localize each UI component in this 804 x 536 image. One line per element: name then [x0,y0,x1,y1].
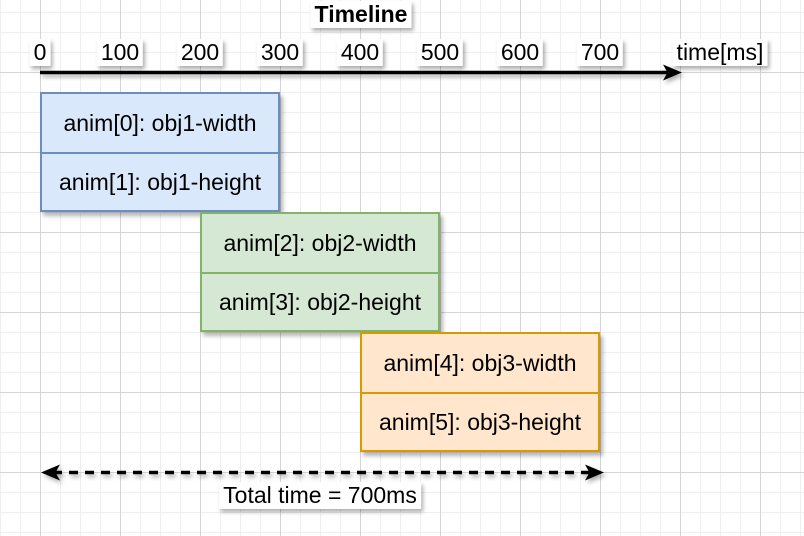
axis-tick-0: 0 [29,39,51,66]
axis-tick-200: 200 [176,39,224,66]
axis-tick-700: 700 [576,39,624,66]
anim-bar-obj3-width: anim[4]: obj3-width [360,332,600,392]
anim-bar-obj1-width: anim[0]: obj1-width [40,92,280,152]
anim-bar-label: anim[4]: obj3-width [383,349,577,376]
time-axis [40,64,682,81]
total-time-label: Total time = 700ms [219,482,421,509]
axis-tick-400: 400 [336,39,384,66]
axis-tick-300: 300 [256,39,304,66]
anim-bar-obj1-height: anim[1]: obj1-height [40,152,280,212]
axis-tick-500: 500 [416,39,464,66]
right-arrowhead-icon [585,464,604,481]
anim-bar-obj2-height: anim[3]: obj2-height [200,272,440,332]
axis-tick-100: 100 [96,39,144,66]
diagram-title: Timeline [310,1,412,28]
anim-bar-label: anim[5]: obj3-height [378,408,581,435]
axis-arrowhead-icon [663,64,682,81]
axis-tick-600: 600 [496,39,544,66]
anim-bar-label: anim[3]: obj2-height [218,288,421,315]
axis-unit-label: time[ms] [672,39,768,66]
left-arrowhead-icon [41,464,60,481]
anim-bar-obj3-height: anim[5]: obj3-height [360,392,600,452]
total-time-arrow [41,464,604,481]
anim-bar-label: anim[1]: obj1-height [58,168,261,195]
anim-bar-obj2-width: anim[2]: obj2-width [200,212,440,272]
anim-bar-label: anim[0]: obj1-width [63,109,257,136]
anim-bar-label: anim[2]: obj2-width [223,229,417,256]
